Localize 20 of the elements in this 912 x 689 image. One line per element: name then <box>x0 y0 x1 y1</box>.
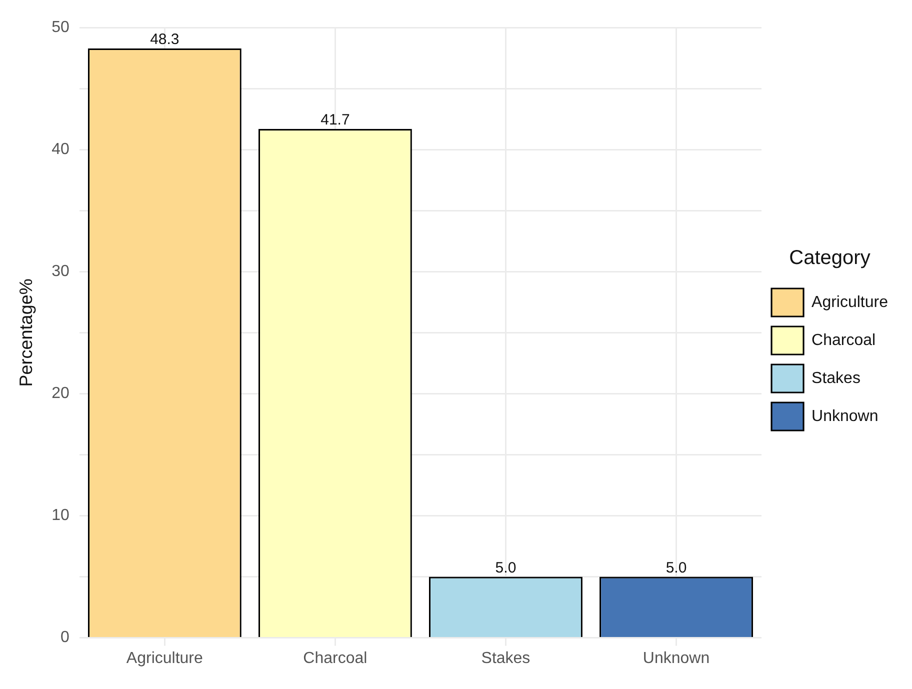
x-tick-label: Agriculture <box>126 650 203 667</box>
x-tick-label: Charcoal <box>303 650 368 667</box>
x-tick-label: Stakes <box>481 650 530 667</box>
y-tick-label: 40 <box>52 141 70 158</box>
data-label: 5.0 <box>495 559 516 576</box>
legend-label: Stakes <box>812 370 860 387</box>
data-label: 41.7 <box>320 112 350 129</box>
y-tick-label: 0 <box>60 629 70 646</box>
data-label: 48.3 <box>150 30 180 48</box>
data-label: 5.0 <box>666 559 687 576</box>
y-tick-label: 30 <box>52 263 70 280</box>
legend-label: Agriculture <box>812 294 888 311</box>
y-axis-title: Percentage% <box>16 278 36 387</box>
y-tick-label: 10 <box>52 507 70 524</box>
y-tick-label: 50 <box>52 19 70 36</box>
legend-label: Unknown <box>812 408 878 425</box>
legend-label: Charcoal <box>812 332 876 349</box>
x-tick-label: Unknown <box>642 650 710 667</box>
y-tick-label: 20 <box>52 385 70 402</box>
legend-title: Category <box>789 247 870 270</box>
